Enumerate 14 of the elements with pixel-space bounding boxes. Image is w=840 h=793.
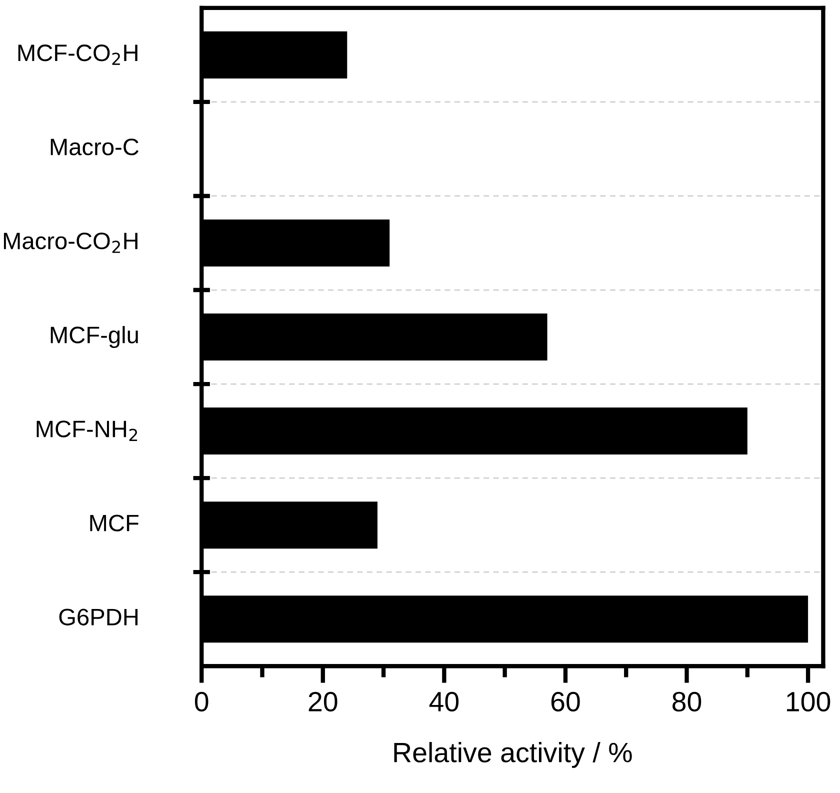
y-tick-label: Macro-CO$_{2}$H	[4, 232, 138, 253]
x-tick-label: 80	[672, 692, 702, 712]
x-axis-title: Relative activity / %	[394, 742, 632, 768]
y-tick-label: MCF-CO$_{2}$H	[18, 44, 138, 65]
y-tick-label: G6PDH	[59, 608, 138, 626]
x-tick-label: 100	[786, 692, 830, 712]
x-tick-label: 40	[429, 692, 459, 712]
x-tick-label: 0	[194, 692, 208, 712]
y-tick-label: MCF-NH$_{2}$	[36, 420, 138, 441]
y-tick-label: MCF	[90, 514, 138, 532]
y-tick-label: MCF-glu	[50, 326, 138, 348]
x-tick-label: 60	[551, 692, 580, 712]
x-tick-label: 20	[308, 692, 338, 712]
y-tick-label: Macro-C	[50, 138, 139, 156]
